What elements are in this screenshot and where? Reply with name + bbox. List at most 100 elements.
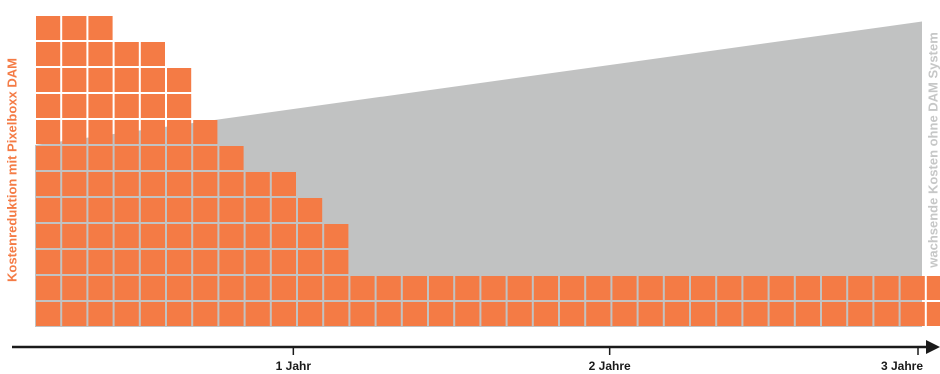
reduction-block (167, 120, 192, 144)
reduction-block (62, 250, 87, 274)
reduction-block (245, 250, 270, 274)
reduction-block (376, 302, 401, 326)
reduction-block (140, 276, 165, 300)
reduction-block (769, 276, 794, 300)
reduction-block (114, 42, 139, 66)
reduction-block (114, 94, 139, 118)
reduction-block (88, 120, 113, 144)
reduction-block (429, 276, 454, 300)
reduction-block (612, 276, 637, 300)
reduction-block (271, 224, 296, 248)
reduction-block (455, 276, 480, 300)
reduction-block (140, 198, 165, 222)
reduction-block (874, 276, 899, 300)
reduction-block (691, 276, 716, 300)
reduction-block (900, 276, 925, 300)
reduction-block (88, 250, 113, 274)
reduction-block (848, 276, 873, 300)
reduction-block (193, 172, 218, 196)
reduction-block (298, 302, 323, 326)
reduction-block (245, 224, 270, 248)
reduction-block (167, 68, 192, 92)
reduction-block (402, 276, 427, 300)
reduction-block (140, 224, 165, 248)
reduction-block (62, 172, 87, 196)
reduction-block (455, 302, 480, 326)
reduction-block (62, 302, 87, 326)
reduction-block (62, 146, 87, 170)
reduction-block (36, 42, 61, 66)
reduction-block (62, 224, 87, 248)
reduction-block (245, 302, 270, 326)
left-axis-label: Kostenreduktion mit Pixelboxx DAM (0, 0, 24, 374)
reduction-block (245, 172, 270, 196)
reduction-block (167, 198, 192, 222)
right-axis-label: wachsende Kosten ohne DAM System (926, 0, 940, 374)
reduction-block (88, 68, 113, 92)
reduction-block (298, 276, 323, 300)
reduction-block (193, 276, 218, 300)
reduction-block (481, 276, 506, 300)
growth-series-label: wachsende Kosten ohne DAM System (925, 32, 940, 268)
reduction-block (324, 276, 349, 300)
reduction-block (533, 276, 558, 300)
reduction-block (376, 276, 401, 300)
reduction-block (36, 302, 61, 326)
reduction-block (193, 198, 218, 222)
reduction-block (36, 68, 61, 92)
reduction-block (36, 120, 61, 144)
reduction-block (533, 302, 558, 326)
reduction-block (193, 302, 218, 326)
x-tick-label-2: 2 Jahre (588, 359, 631, 373)
reduction-block (114, 198, 139, 222)
reduction-block (88, 302, 113, 326)
reduction-block (638, 302, 663, 326)
reduction-block (193, 120, 218, 144)
x-tick-label-1: 1 Jahr (275, 359, 312, 373)
reduction-block (298, 224, 323, 248)
reduction-block (560, 276, 585, 300)
reduction-block (88, 16, 113, 40)
reduction-block (62, 16, 87, 40)
reduction-block (612, 302, 637, 326)
reduction-series-label: Kostenreduktion mit Pixelboxx DAM (4, 58, 20, 282)
reduction-block (62, 94, 87, 118)
reduction-block (140, 172, 165, 196)
reduction-block (848, 302, 873, 326)
x-axis-arrow-icon (926, 340, 940, 354)
reduction-block (795, 276, 820, 300)
reduction-block (743, 302, 768, 326)
reduction-block (586, 276, 611, 300)
reduction-block (36, 224, 61, 248)
reduction-block (324, 250, 349, 274)
reduction-block (36, 198, 61, 222)
reduction-block (271, 198, 296, 222)
reduction-block (769, 302, 794, 326)
reduction-block (114, 172, 139, 196)
reduction-block (88, 146, 113, 170)
reduction-block (62, 276, 87, 300)
reduction-block (36, 146, 61, 170)
reduction-block (88, 94, 113, 118)
reduction-block (114, 250, 139, 274)
reduction-block (219, 302, 244, 326)
reduction-block (743, 276, 768, 300)
reduction-block (717, 302, 742, 326)
reduction-block (822, 276, 847, 300)
reduction-block (324, 224, 349, 248)
reduction-block (691, 302, 716, 326)
reduction-block (114, 146, 139, 170)
reduction-block (822, 302, 847, 326)
reduction-block (350, 302, 375, 326)
reduction-block (507, 276, 532, 300)
reduction-block (717, 276, 742, 300)
reduction-block (402, 302, 427, 326)
reduction-block (140, 94, 165, 118)
reduction-block (193, 146, 218, 170)
reduction-block (664, 302, 689, 326)
reduction-blocks (36, 16, 940, 326)
x-axis-ticks (292, 347, 919, 355)
reduction-block (481, 302, 506, 326)
reduction-block (507, 302, 532, 326)
